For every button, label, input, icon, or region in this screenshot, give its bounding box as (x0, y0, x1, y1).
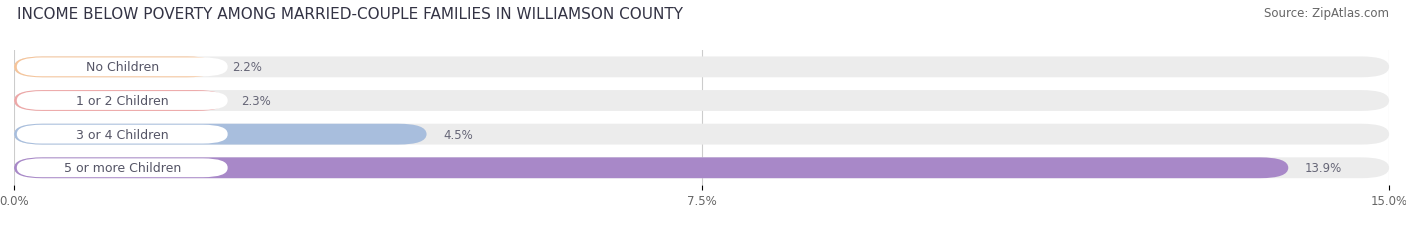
FancyBboxPatch shape (17, 159, 228, 177)
FancyBboxPatch shape (14, 57, 215, 78)
FancyBboxPatch shape (14, 158, 1288, 178)
FancyBboxPatch shape (14, 124, 426, 145)
FancyBboxPatch shape (14, 124, 1389, 145)
FancyBboxPatch shape (14, 91, 1389, 111)
FancyBboxPatch shape (14, 91, 225, 111)
Text: 1 or 2 Children: 1 or 2 Children (76, 94, 169, 108)
FancyBboxPatch shape (14, 158, 1389, 178)
Text: 2.2%: 2.2% (232, 61, 262, 74)
Text: INCOME BELOW POVERTY AMONG MARRIED-COUPLE FAMILIES IN WILLIAMSON COUNTY: INCOME BELOW POVERTY AMONG MARRIED-COUPL… (17, 7, 683, 22)
Text: 13.9%: 13.9% (1305, 161, 1343, 175)
FancyBboxPatch shape (17, 125, 228, 144)
Text: 4.5%: 4.5% (443, 128, 472, 141)
Text: 2.3%: 2.3% (242, 94, 271, 108)
Text: 5 or more Children: 5 or more Children (63, 161, 181, 175)
FancyBboxPatch shape (17, 92, 228, 110)
FancyBboxPatch shape (14, 57, 1389, 78)
Text: 3 or 4 Children: 3 or 4 Children (76, 128, 169, 141)
Text: No Children: No Children (86, 61, 159, 74)
FancyBboxPatch shape (17, 58, 228, 77)
Text: Source: ZipAtlas.com: Source: ZipAtlas.com (1264, 7, 1389, 20)
